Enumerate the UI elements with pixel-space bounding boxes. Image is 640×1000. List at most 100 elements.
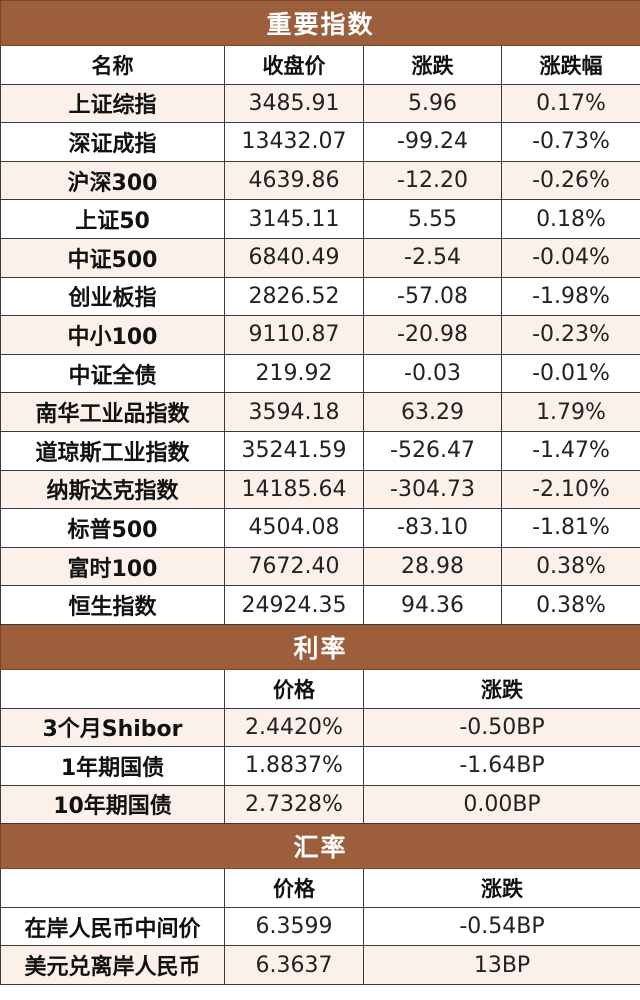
cell-value: 1.8837% bbox=[224, 746, 364, 786]
cell-value: -1.98% bbox=[500, 276, 640, 317]
table-row: 深证成指 13432.07 -99.24 -0.73% bbox=[0, 122, 640, 162]
section-band-indices: 重要指数 bbox=[0, 0, 640, 46]
cell-value: 24924.35 bbox=[224, 585, 364, 625]
cell-value: 0.18% bbox=[500, 199, 640, 239]
cell-value: -2.10% bbox=[500, 469, 640, 510]
row-label: 恒生指数 bbox=[0, 585, 225, 625]
column-header: 涨跌 bbox=[362, 868, 640, 908]
cell-value: 3485.91 bbox=[224, 83, 364, 124]
cell-value: 5.96 bbox=[363, 83, 502, 124]
section-title-rates: 利率 bbox=[0, 623, 640, 670]
cell-value: 6.3599 bbox=[224, 906, 364, 947]
cell-value: 0.38% bbox=[500, 546, 640, 587]
row-label: 上证50 bbox=[0, 199, 225, 239]
row-label: 3个月Shibor bbox=[0, 707, 225, 748]
cell-value: 6840.49 bbox=[224, 237, 364, 278]
row-label: 中证500 bbox=[0, 237, 225, 278]
cell-value: -0.73% bbox=[500, 122, 640, 162]
header-row-indices: 名称 收盘价 涨跌 涨跌幅 bbox=[0, 45, 640, 85]
column-header: 收盘价 bbox=[224, 45, 364, 85]
row-label: 富时100 bbox=[0, 546, 225, 587]
cell-value: 13BP bbox=[362, 945, 640, 986]
cell-value: -99.24 bbox=[363, 122, 502, 162]
table-row: 中小100 9110.87 -20.98 -0.23% bbox=[0, 315, 640, 355]
header-row-rates: 价格 涨跌 bbox=[0, 668, 640, 709]
cell-value: -1.81% bbox=[500, 508, 640, 548]
row-label: 标普500 bbox=[0, 508, 225, 548]
column-header: 涨跌幅 bbox=[500, 45, 640, 85]
cell-value: -20.98 bbox=[363, 315, 502, 355]
row-label: 1年期国债 bbox=[0, 746, 225, 786]
cell-value: 13432.07 bbox=[224, 122, 364, 162]
cell-value: -1.64BP bbox=[362, 746, 640, 786]
cell-value: 14185.64 bbox=[224, 469, 364, 510]
cell-value: 35241.59 bbox=[224, 430, 364, 471]
cell-value: -2.54 bbox=[363, 237, 502, 278]
cell-value: 0.38% bbox=[500, 585, 640, 625]
cell-value: -57.08 bbox=[363, 276, 502, 317]
cell-value: -0.50BP bbox=[362, 707, 640, 748]
cell-value: -0.54BP bbox=[362, 906, 640, 947]
column-header bbox=[0, 668, 225, 709]
column-header: 价格 bbox=[224, 868, 364, 908]
header-row-fx: 价格 涨跌 bbox=[0, 868, 640, 908]
row-label: 沪深300 bbox=[0, 160, 225, 201]
cell-value: -304.73 bbox=[363, 469, 502, 510]
table-row: 中证500 6840.49 -2.54 -0.04% bbox=[0, 237, 640, 278]
cell-value: 6.3637 bbox=[224, 945, 364, 986]
table-row: 中证全债 219.92 -0.03 -0.01% bbox=[0, 353, 640, 394]
table-row: 南华工业品指数 3594.18 63.29 1.79% bbox=[0, 392, 640, 432]
cell-value: -0.01% bbox=[500, 353, 640, 394]
cell-value: -526.47 bbox=[363, 430, 502, 471]
column-header: 涨跌 bbox=[362, 668, 640, 709]
column-header: 价格 bbox=[224, 668, 364, 709]
row-label: 美元兑离岸人民币 bbox=[0, 945, 225, 986]
row-label: 中证全债 bbox=[0, 353, 225, 394]
table-row: 纳斯达克指数 14185.64 -304.73 -2.10% bbox=[0, 469, 640, 510]
row-label: 在岸人民币中间价 bbox=[0, 906, 225, 947]
row-label: 道琼斯工业指数 bbox=[0, 430, 225, 471]
cell-value: -0.23% bbox=[500, 315, 640, 355]
cell-value: 0.17% bbox=[500, 83, 640, 124]
table-row: 上证50 3145.11 5.55 0.18% bbox=[0, 199, 640, 239]
cell-value: 4504.08 bbox=[224, 508, 364, 548]
table-row: 3个月Shibor 2.4420% -0.50BP bbox=[0, 707, 640, 748]
cell-value: 9110.87 bbox=[224, 315, 364, 355]
table-row: 上证综指 3485.91 5.96 0.17% bbox=[0, 83, 640, 124]
section-title-fx: 汇率 bbox=[0, 823, 640, 870]
cell-value: -0.03 bbox=[363, 353, 502, 394]
row-label: 深证成指 bbox=[0, 122, 225, 162]
cell-value: 2826.52 bbox=[224, 276, 364, 317]
column-header: 涨跌 bbox=[363, 45, 502, 85]
table-row: 1年期国债 1.8837% -1.64BP bbox=[0, 746, 640, 786]
cell-value: -0.04% bbox=[500, 237, 640, 278]
cell-value: 3145.11 bbox=[224, 199, 364, 239]
column-header: 名称 bbox=[0, 45, 225, 85]
cell-value: 3594.18 bbox=[224, 392, 364, 432]
row-label: 中小100 bbox=[0, 315, 225, 355]
section-title-indices: 重要指数 bbox=[0, 0, 640, 46]
cell-value: 7672.40 bbox=[224, 546, 364, 587]
cell-value: 0.00BP bbox=[362, 784, 640, 825]
cell-value: -1.47% bbox=[500, 430, 640, 471]
cell-value: 63.29 bbox=[363, 392, 502, 432]
row-label: 上证综指 bbox=[0, 83, 225, 124]
table-row: 富时100 7672.40 28.98 0.38% bbox=[0, 546, 640, 587]
cell-value: 94.36 bbox=[363, 585, 502, 625]
section-band-rates: 利率 bbox=[0, 623, 640, 670]
row-label: 创业板指 bbox=[0, 276, 225, 317]
cell-value: 2.4420% bbox=[224, 707, 364, 748]
cell-value: -12.20 bbox=[363, 160, 502, 201]
column-header bbox=[0, 868, 225, 908]
cell-value: 5.55 bbox=[363, 199, 502, 239]
table-row: 美元兑离岸人民币 6.3637 13BP bbox=[0, 945, 640, 986]
cell-value: -83.10 bbox=[363, 508, 502, 548]
table-row: 标普500 4504.08 -83.10 -1.81% bbox=[0, 508, 640, 548]
cell-value: 28.98 bbox=[363, 546, 502, 587]
table-row: 在岸人民币中间价 6.3599 -0.54BP bbox=[0, 906, 640, 947]
table-row: 10年期国债 2.7328% 0.00BP bbox=[0, 784, 640, 825]
table-row: 创业板指 2826.52 -57.08 -1.98% bbox=[0, 276, 640, 317]
table-row: 沪深300 4639.86 -12.20 -0.26% bbox=[0, 160, 640, 201]
cell-value: 2.7328% bbox=[224, 784, 364, 825]
